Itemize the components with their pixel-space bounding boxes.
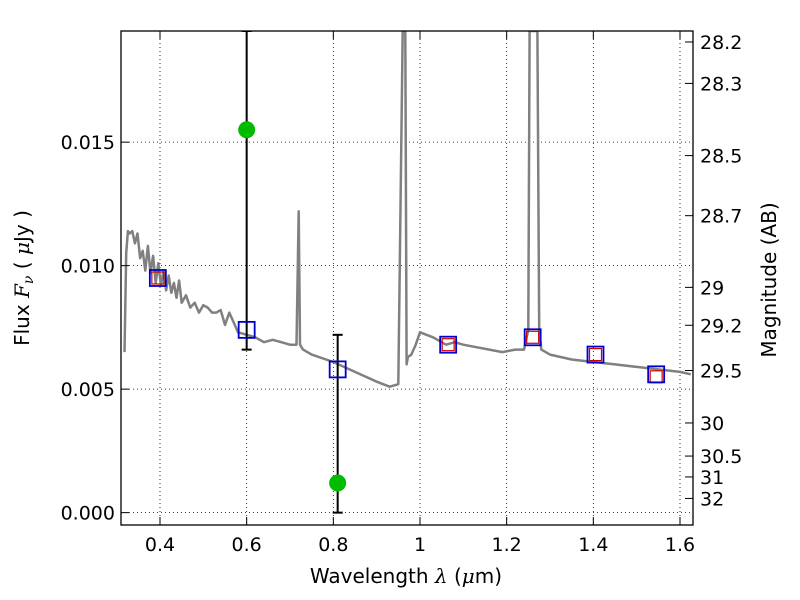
magnitude-tick-label: 30.5 — [700, 446, 742, 468]
tick-layer: 0.4 0.6 0.8 1 1.2 1.4 1.6 0.000 0.005 0.010 0.015 2… — [61, 31, 742, 556]
magnitude-tick-label: 30 — [700, 413, 724, 435]
x-tick-label: 0.8 — [318, 534, 348, 556]
magnitude-tick-label: 29 — [700, 277, 724, 299]
x-tick-label: 1.2 — [492, 534, 522, 556]
observed-photometry-marker — [441, 338, 455, 352]
y-axis-label: Flux Fν ( μJy ) — [10, 210, 37, 346]
y-tick-label: 0.000 — [61, 503, 115, 525]
x-tick-label: 0.4 — [145, 534, 175, 556]
detection-point — [329, 474, 347, 492]
magnitude-tick-label: 29.2 — [700, 315, 742, 337]
magnitude-tick-label: 28.3 — [700, 73, 742, 95]
observed-photometry-marker — [151, 271, 165, 285]
sed-model-curve — [123, 31, 692, 388]
model-photometry-marker — [328, 360, 347, 379]
y-tick-label: 0.010 — [61, 256, 115, 278]
x-tick-label: 0.6 — [232, 534, 262, 556]
sed-model-layer — [123, 31, 692, 388]
y-tick-label: 0.005 — [61, 379, 115, 401]
detection-point — [238, 121, 256, 139]
magnitude-tick-label: 28.7 — [700, 206, 742, 228]
magnitude-tick-label: 28.5 — [700, 146, 742, 168]
model-photometry-marker — [647, 365, 666, 384]
magnitude-tick-label: 28.2 — [700, 32, 742, 54]
x-tick-label: 1.6 — [665, 534, 695, 556]
magnitude-tick-label: 29.5 — [700, 361, 742, 383]
model-photometry-marker — [148, 269, 167, 287]
magnitude-tick-label: 32 — [700, 488, 724, 510]
model-photometry-marker — [586, 345, 605, 364]
x-tick-label: 1.4 — [578, 534, 608, 556]
grid — [121, 31, 693, 525]
observed-photometry-marker — [526, 330, 540, 344]
x-axis-label: Wavelength λ (μm) — [310, 564, 502, 588]
model-photometry-marker — [523, 328, 542, 347]
model-photometry-marker — [237, 320, 256, 339]
marker-layer — [148, 121, 666, 492]
x-tick-label: 1 — [414, 534, 426, 556]
magnitude-axis-label: Magnitude (AB) — [757, 202, 781, 357]
y-tick-label: 0.015 — [61, 132, 115, 154]
observed-photometry-marker — [588, 347, 603, 362]
plot-frame — [120, 30, 694, 526]
model-photometry-marker — [439, 335, 458, 354]
magnitude-tick-label: 31 — [700, 467, 724, 489]
